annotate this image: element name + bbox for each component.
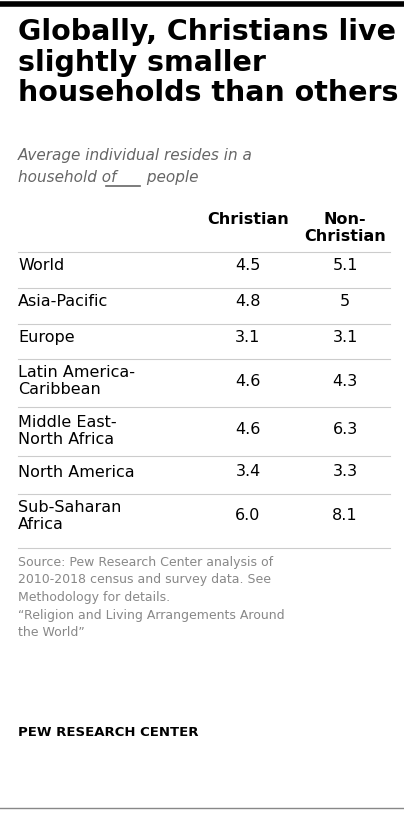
Text: 5: 5 <box>340 294 350 309</box>
Text: Source: Pew Research Center analysis of
2010-2018 census and survey data. See
Me: Source: Pew Research Center analysis of … <box>18 556 285 639</box>
Text: North America: North America <box>18 465 135 480</box>
Text: 6.0: 6.0 <box>235 509 261 523</box>
Text: 8.1: 8.1 <box>332 509 358 523</box>
Text: Average individual resides in a: Average individual resides in a <box>18 148 253 163</box>
Text: Middle East-
North Africa: Middle East- North Africa <box>18 415 117 447</box>
Text: 3.4: 3.4 <box>236 465 261 479</box>
Text: 4.5: 4.5 <box>235 257 261 273</box>
Text: Non-
Christian: Non- Christian <box>304 212 386 244</box>
Text: people: people <box>142 170 198 185</box>
Text: 4.3: 4.3 <box>332 374 358 390</box>
Text: PEW RESEARCH CENTER: PEW RESEARCH CENTER <box>18 726 198 739</box>
Text: 3.1: 3.1 <box>235 330 261 344</box>
Text: Christian: Christian <box>207 212 289 227</box>
Text: Sub-Saharan
Africa: Sub-Saharan Africa <box>18 500 121 532</box>
Text: 4.8: 4.8 <box>235 294 261 309</box>
Text: 6.3: 6.3 <box>332 422 358 437</box>
Text: 3.1: 3.1 <box>332 330 358 344</box>
Text: 3.3: 3.3 <box>332 465 358 479</box>
Text: Latin America-
Caribbean: Latin America- Caribbean <box>18 365 135 396</box>
Text: 5.1: 5.1 <box>332 257 358 273</box>
Text: household of: household of <box>18 170 121 185</box>
Text: 4.6: 4.6 <box>235 422 261 437</box>
Text: 4.6: 4.6 <box>235 374 261 390</box>
Text: Asia-Pacific: Asia-Pacific <box>18 294 108 309</box>
Text: Globally, Christians live in
slightly smaller
households than others: Globally, Christians live in slightly sm… <box>18 18 404 107</box>
Text: Europe: Europe <box>18 330 75 345</box>
Text: World: World <box>18 258 64 273</box>
